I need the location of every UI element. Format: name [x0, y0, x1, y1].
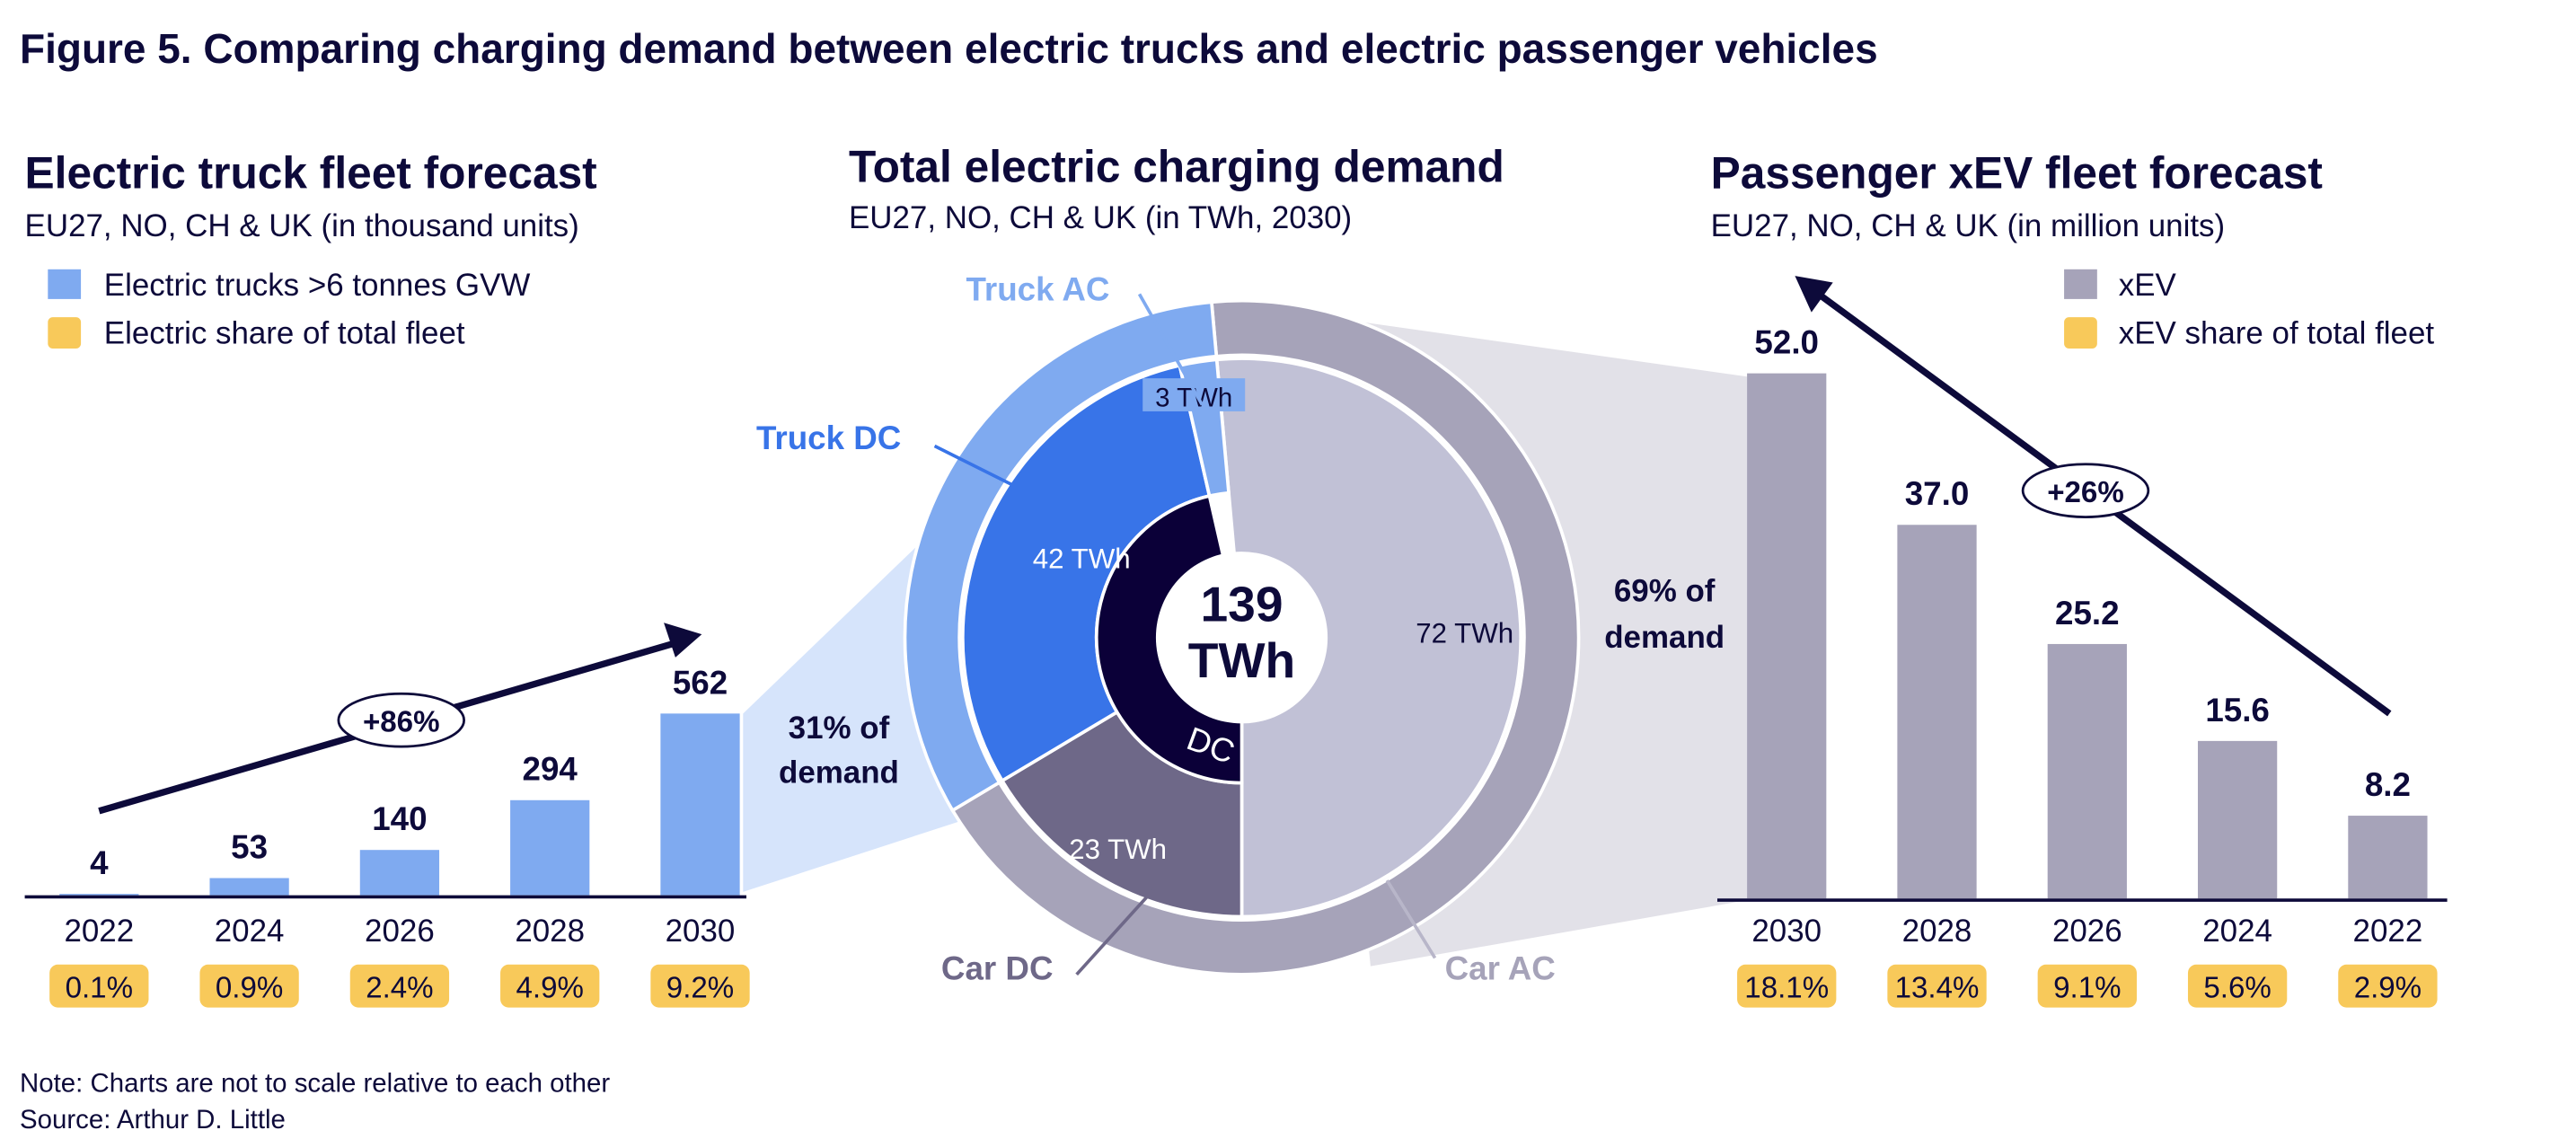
- legend-label-share: Electric share of total fleet: [104, 316, 465, 351]
- leader-car-ac: [1385, 879, 1437, 959]
- truck-bar: [660, 713, 740, 896]
- xev-share-label: 13.4%: [1895, 972, 1980, 1005]
- xev-value-label: 8.2: [2365, 766, 2411, 803]
- xev-value-label: 37.0: [1905, 475, 1970, 512]
- truck-bars: 4 2022 0.1% 53 2024 0.9% 140 2026 2.4% 294 2028 4.9…: [49, 664, 750, 1008]
- truck-bar: [359, 850, 440, 896]
- label-truck-dc: Truck DC: [756, 419, 901, 456]
- leader-truck-ac: [1137, 293, 1204, 406]
- xev-year-label: 2022: [2353, 914, 2423, 949]
- slice-value-truck-dc: 42 TWh: [1033, 543, 1131, 575]
- truck-growth-label: +86%: [363, 706, 440, 739]
- xev-year-label: 2028: [1902, 914, 1972, 949]
- arrowhead-icon: [1795, 276, 1833, 313]
- truck-value-label: 562: [673, 664, 728, 701]
- label-truck-ac: Truck AC: [966, 271, 1110, 308]
- truck-year-label: 2026: [365, 914, 435, 949]
- xev-year-label: 2026: [2052, 914, 2122, 949]
- slice-car-ac: [1214, 357, 1522, 919]
- xev-bars: 52.0 2030 18.1% 37.0 2028 13.4% 25.2 2026 9.1% 15…: [1737, 324, 2438, 1008]
- donut-hole: [1155, 552, 1328, 724]
- xev-year-label: 2030: [1751, 914, 1822, 949]
- xev-share-badge: [1737, 964, 1837, 1008]
- demand-chart-title: Total electric charging demand: [849, 141, 1504, 191]
- arrowhead-icon: [664, 623, 702, 658]
- truck-share-badge: [49, 964, 149, 1008]
- truck-value-label: 4: [90, 844, 109, 881]
- xev-chart-subtitle: EU27, NO, CH & UK (in million units): [1711, 208, 2225, 243]
- truck-chart-title: Electric truck fleet forecast: [25, 148, 597, 199]
- truck-demand-share-2: demand: [779, 755, 899, 790]
- source: Source: Arthur D. Little: [20, 1105, 286, 1135]
- donut-total-unit: TWh: [1188, 632, 1295, 688]
- xev-share-badge: [1887, 964, 1987, 1008]
- leader-car-dc: [1075, 886, 1158, 976]
- xev-share-badge: [2338, 964, 2438, 1008]
- xev-bar: [2197, 740, 2278, 899]
- xev-value-label: 52.0: [1754, 324, 1819, 361]
- legend-swatch-trucks: [48, 269, 82, 299]
- slice-value-car-dc: 23 TWh: [1069, 834, 1167, 865]
- truck-bar: [510, 799, 590, 896]
- truck-share-badge: [500, 964, 600, 1008]
- legend-label-trucks: Electric trucks >6 tonnes GVW: [104, 268, 531, 303]
- truck-demand-share-1: 31% of: [789, 711, 890, 746]
- demand-chart-subtitle: EU27, NO, CH & UK (in TWh, 2030): [849, 200, 1352, 235]
- truck-chart-subtitle: EU27, NO, CH & UK (in thousand units): [25, 208, 579, 243]
- truck-value-label: 53: [231, 828, 268, 865]
- truck-bar: [209, 878, 289, 896]
- truck-year-label: 2028: [515, 914, 585, 949]
- leader-truck-dc: [933, 444, 1015, 488]
- label-car-ac: Car AC: [1445, 949, 1556, 986]
- label-car-dc: Car DC: [941, 949, 1054, 986]
- xev-share-label: 18.1%: [1744, 972, 1829, 1005]
- truck-share-badge: [349, 964, 450, 1008]
- legend-label-xev: xEV: [2119, 268, 2177, 303]
- xev-bar: [1897, 525, 1977, 899]
- xev-share-badge: [2187, 964, 2288, 1008]
- outer-ring-cars: [950, 298, 1581, 976]
- legend-swatch-xev: [2064, 269, 2097, 299]
- legend-swatch-share: [48, 317, 82, 349]
- xev-bar: [2348, 816, 2428, 899]
- xev-share-badge: [2037, 964, 2137, 1008]
- xev-value-label: 15.6: [2205, 692, 2270, 729]
- figure-title: Figure 5. Comparing charging demand betw…: [20, 25, 1878, 72]
- truck-share-label: 0.1%: [66, 972, 133, 1005]
- xev-share-label: 5.6%: [2203, 972, 2271, 1005]
- truck-share-badge: [199, 964, 299, 1008]
- note: Note: Charts are not to scale relative t…: [20, 1068, 610, 1098]
- truck-year-label: 2030: [666, 914, 736, 949]
- xev-share-label: 9.1%: [2053, 972, 2121, 1005]
- truck-share-label: 2.4%: [366, 972, 433, 1005]
- demand-donut: [903, 298, 1581, 976]
- legend-swatch-xev-share: [2064, 317, 2097, 349]
- truck-growth-badge: [337, 692, 465, 748]
- xev-growth-label: +26%: [2047, 476, 2124, 509]
- truck-ac-value-bg: [1142, 378, 1246, 411]
- car-demand-share-1: 69% of: [1614, 573, 1716, 608]
- truck-share-label: 0.9%: [216, 972, 283, 1005]
- xev-share-label: 2.9%: [2354, 972, 2422, 1005]
- xev-growth-badge: [2021, 463, 2150, 518]
- truck-share-label: 4.9%: [516, 972, 584, 1005]
- truck-value-label: 140: [372, 800, 427, 837]
- truck-year-label: 2024: [215, 914, 285, 949]
- car-demand-share-2: demand: [1604, 620, 1725, 655]
- xev-chart-title: Passenger xEV fleet forecast: [1711, 148, 2323, 199]
- donut-total-value: 139: [1201, 576, 1284, 631]
- truck-year-label: 2022: [64, 914, 134, 949]
- legend-label-xev-share: xEV share of total fleet: [2119, 316, 2435, 351]
- slice-value-car-ac: 72 TWh: [1416, 617, 1513, 649]
- truck-bar: [59, 894, 139, 896]
- truck-share-badge: [650, 964, 750, 1008]
- truck-value-label: 294: [523, 751, 578, 788]
- truck-share-label: 9.2%: [666, 972, 734, 1005]
- xev-bar: [2047, 643, 2127, 899]
- xev-year-label: 2024: [2202, 914, 2272, 949]
- xev-value-label: 25.2: [2055, 595, 2120, 631]
- outer-ring-trucks: [903, 300, 1219, 813]
- xev-bar: [1747, 373, 1827, 899]
